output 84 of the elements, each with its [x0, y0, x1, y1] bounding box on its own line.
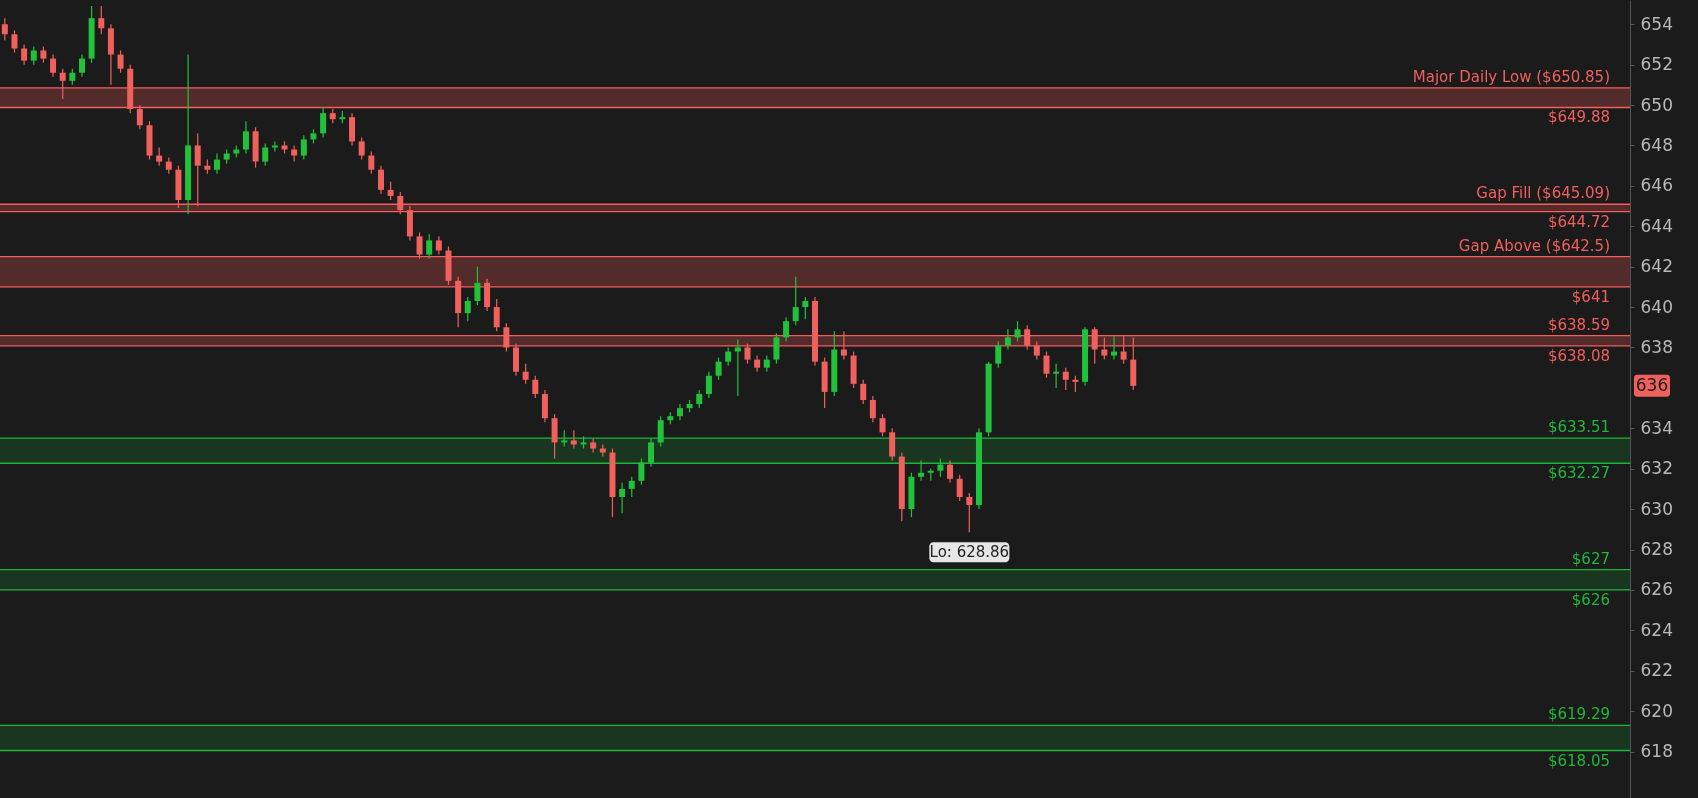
candlestick — [860, 379, 867, 405]
candlestick — [879, 413, 886, 437]
candlestick — [619, 482, 626, 514]
y-tick-label: 644 — [1640, 215, 1673, 236]
ref-line-label: $632.27 — [1547, 464, 1610, 483]
y-tick-label: 626 — [1640, 579, 1673, 600]
candlestick — [493, 298, 500, 332]
ref-line-label: $638.08 — [1547, 346, 1610, 365]
ref-line-label: $644.72 — [1547, 212, 1610, 231]
candlestick — [156, 146, 163, 167]
candlestick — [377, 165, 384, 195]
candlestick — [522, 363, 529, 385]
candlestick — [696, 389, 703, 409]
candlestick — [320, 106, 327, 138]
candlestick — [1, 17, 8, 42]
candlestick — [802, 296, 809, 320]
y-tick-label: 642 — [1640, 256, 1673, 277]
candlestick — [242, 120, 249, 155]
candlestick — [1110, 334, 1117, 361]
y-tick-label: 632 — [1640, 458, 1673, 479]
candlestick — [50, 53, 57, 78]
ref-line-label: $638.59 — [1547, 315, 1610, 334]
candlestick — [358, 136, 365, 161]
candlestick — [792, 276, 799, 326]
ref-line-label: Gap Above ($642.5) — [1458, 236, 1610, 255]
candlestick — [387, 181, 394, 201]
candlestick — [368, 150, 375, 175]
y-tick-label: 648 — [1640, 134, 1673, 155]
candlestick — [464, 296, 471, 322]
ref-line-label: $627 — [1571, 549, 1610, 568]
ref-line-label: $633.51 — [1547, 418, 1610, 437]
candlestick — [214, 152, 221, 175]
candlestick — [705, 371, 712, 399]
candlestick — [271, 140, 278, 153]
y-tick-label: 634 — [1640, 417, 1673, 438]
ref-line-label: $649.88 — [1547, 108, 1610, 127]
text: 636 — [1635, 374, 1669, 395]
candlestick — [1014, 320, 1021, 343]
candlestick — [262, 142, 269, 167]
candlestick — [78, 53, 85, 78]
candlestick — [783, 316, 790, 343]
ref-line-label: Gap Fill ($645.09) — [1476, 184, 1610, 203]
y-tick-label: 654 — [1640, 13, 1673, 34]
candlestick — [474, 266, 481, 306]
ref-line-label: $626 — [1571, 590, 1610, 609]
candlestick — [995, 340, 1002, 369]
y-tick-label: 640 — [1640, 296, 1673, 317]
candlestick — [869, 395, 876, 423]
candlestick — [773, 332, 780, 365]
candlestick — [1004, 328, 1011, 351]
candlestick — [1053, 363, 1060, 389]
annotation: Lo: 628.86 — [929, 543, 1010, 562]
candlestick — [1043, 350, 1050, 379]
candlestick — [734, 338, 741, 397]
candlestick — [117, 49, 124, 74]
ref-line-label: Major Daily Low ($650.85) — [1412, 67, 1610, 86]
candlestick — [966, 492, 973, 533]
candlestick — [725, 346, 732, 367]
y-tick-label: 622 — [1640, 660, 1673, 681]
y-tick-label: 628 — [1640, 539, 1673, 560]
candlestick — [570, 429, 577, 450]
y-tick-label: 618 — [1640, 741, 1673, 762]
ref-line-label: $618.05 — [1547, 751, 1610, 770]
candlestick — [21, 43, 28, 66]
y-tick-label: 624 — [1640, 619, 1673, 640]
y-tick-label: 630 — [1640, 498, 1673, 519]
candlestick — [1062, 367, 1069, 391]
y-tick-label: 650 — [1640, 94, 1673, 115]
candlestick — [426, 233, 433, 260]
y-tick-label: 638 — [1640, 336, 1673, 357]
candlestick — [947, 460, 954, 484]
ref-line-label: $619.29 — [1547, 705, 1610, 724]
candlestick — [300, 134, 307, 161]
candlestick — [30, 45, 37, 66]
y-tick-label: 620 — [1640, 700, 1673, 721]
y-tick-label: 646 — [1640, 175, 1673, 196]
candlestick — [956, 474, 963, 502]
ref-line-label: $641 — [1571, 287, 1610, 306]
candlestick — [628, 476, 635, 498]
candlestick — [715, 356, 722, 381]
candlestick — [11, 29, 18, 54]
y-tick-label: 652 — [1640, 54, 1673, 75]
candlestick — [98, 5, 105, 35]
candlestick — [532, 375, 539, 399]
